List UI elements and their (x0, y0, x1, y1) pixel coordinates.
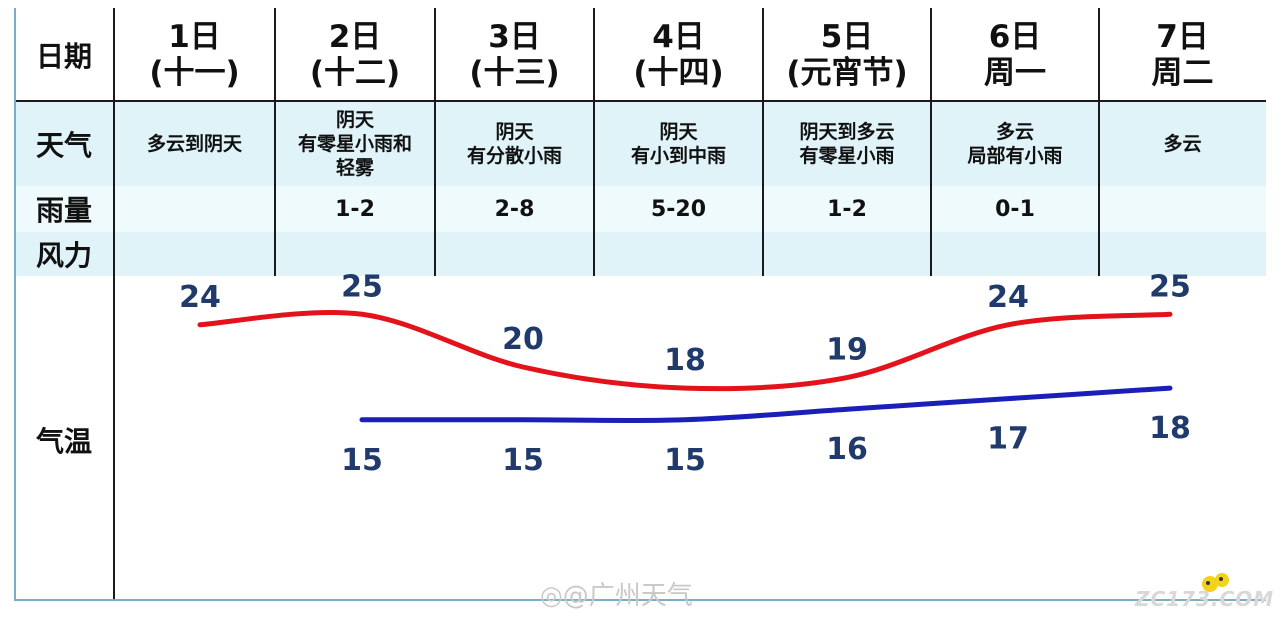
date-day: 2日 (328, 19, 382, 55)
weather-line: 阴天 (495, 120, 534, 143)
date-day: 5日 (820, 19, 874, 55)
weather-line: 轻雾 (335, 156, 374, 179)
temp-labels: 24 25 20 18 19 24 25 15 15 15 16 17 18 (179, 269, 1191, 478)
weather-line: 有零星小雨 (799, 144, 895, 167)
low-temp-label: 15 (664, 443, 706, 478)
weather-row-band (14, 101, 1266, 186)
date-day: 4日 (652, 19, 705, 55)
weather-line: 有分散小雨 (466, 144, 562, 167)
row-label-weather: 天气 (35, 129, 92, 162)
date-header-4: 4日 (十四) (594, 10, 763, 100)
weather-cell-4: 阴天 有小到中雨 (594, 101, 763, 186)
row-label-rain: 雨量 (35, 194, 92, 227)
rain-row-band (14, 186, 1266, 232)
weather-line: 有零星小雨和 (297, 132, 412, 155)
header-divider (14, 100, 1266, 102)
weather-line: 有小到中雨 (630, 144, 726, 167)
date-sub: (十一) (149, 55, 240, 91)
date-day: 3日 (488, 19, 541, 55)
date-sub: (十二) (309, 55, 401, 91)
high-temp-label: 24 (179, 280, 221, 315)
date-day: 6日 (988, 19, 1042, 55)
weather-cell-6: 多云 局部有小雨 (931, 101, 1099, 186)
low-temp-label: 18 (1149, 411, 1191, 446)
date-sub: (元宵节) (786, 55, 908, 91)
high-temp-line (197, 309, 1173, 392)
column-divider (593, 8, 595, 276)
high-temp-label: 24 (987, 280, 1029, 315)
row-label-temp: 气温 (35, 425, 92, 458)
weather-cell-3: 阴天 有分散小雨 (435, 101, 594, 186)
weibo-icon: ◎ (540, 581, 563, 611)
column-divider (274, 8, 276, 276)
weather-line: 多云 (995, 120, 1034, 143)
column-divider (930, 8, 932, 276)
site-logo: ZC173.COM (1135, 587, 1275, 611)
low-temp-label: 16 (826, 432, 868, 467)
rain-cell-2: 1-2 (335, 196, 375, 222)
date-sub: (十三) (469, 55, 560, 91)
rain-cell-6: 0-1 (995, 196, 1035, 222)
bottom-border (14, 599, 1266, 601)
high-temp-label: 25 (1149, 269, 1191, 304)
column-divider (762, 8, 764, 276)
date-header-3: 3日 (十三) (435, 10, 594, 100)
date-day: 1日 (168, 19, 221, 55)
low-temp-label: 15 (502, 443, 544, 478)
weather-line: 多云到阴天 (146, 132, 242, 155)
weather-cell-1: 多云到阴天 (114, 101, 275, 186)
left-border (14, 8, 16, 600)
date-sub: 周一 (984, 55, 1046, 91)
weather-line: 阴天 (335, 108, 374, 131)
label-column-divider (113, 8, 115, 600)
weather-cell-2: 阴天 有零星小雨和 轻雾 (275, 101, 435, 186)
weather-line: 局部有小雨 (967, 144, 1063, 167)
date-header-2: 2日 (十二) (275, 10, 435, 100)
watermark-text: @广州天气 (562, 581, 693, 611)
weather-line: 阴天 (659, 120, 698, 143)
weather-line: 多云 (1163, 132, 1202, 155)
row-label-wind: 风力 (35, 239, 92, 272)
smiley-icon (1202, 573, 1229, 592)
rain-cell-3: 2-8 (494, 196, 535, 222)
date-day: 7日 (1156, 19, 1209, 55)
date-header-1: 1日 (十一) (114, 10, 275, 100)
high-temp-label: 25 (341, 269, 383, 304)
row-label-date: 日期 (35, 39, 92, 73)
date-sub: (十四) (633, 55, 724, 91)
weather-cell-7: 多云 (1099, 101, 1266, 186)
weibo-watermark: ◎@广州天气 (540, 575, 693, 612)
high-temp-label: 20 (502, 322, 544, 357)
date-sub: 周二 (1151, 55, 1214, 91)
date-header-5: 5日 (元宵节) (763, 10, 931, 100)
column-divider (434, 8, 436, 276)
date-header-7: 7日 周二 (1099, 10, 1266, 100)
column-divider (1098, 8, 1100, 276)
weather-cell-5: 阴天到多云 有零星小雨 (763, 101, 931, 186)
low-temp-line (359, 385, 1173, 424)
rain-cell-4: 5-20 (650, 196, 707, 222)
weather-line: 阴天到多云 (799, 120, 895, 143)
low-temp-label: 15 (341, 443, 383, 478)
high-temp-label: 18 (664, 343, 706, 378)
low-temp-label: 17 (987, 422, 1029, 457)
high-temp-label: 19 (826, 333, 868, 368)
rain-cell-5: 1-2 (827, 196, 867, 222)
date-header-6: 6日 周一 (931, 10, 1099, 100)
wind-row-band (14, 232, 1266, 276)
